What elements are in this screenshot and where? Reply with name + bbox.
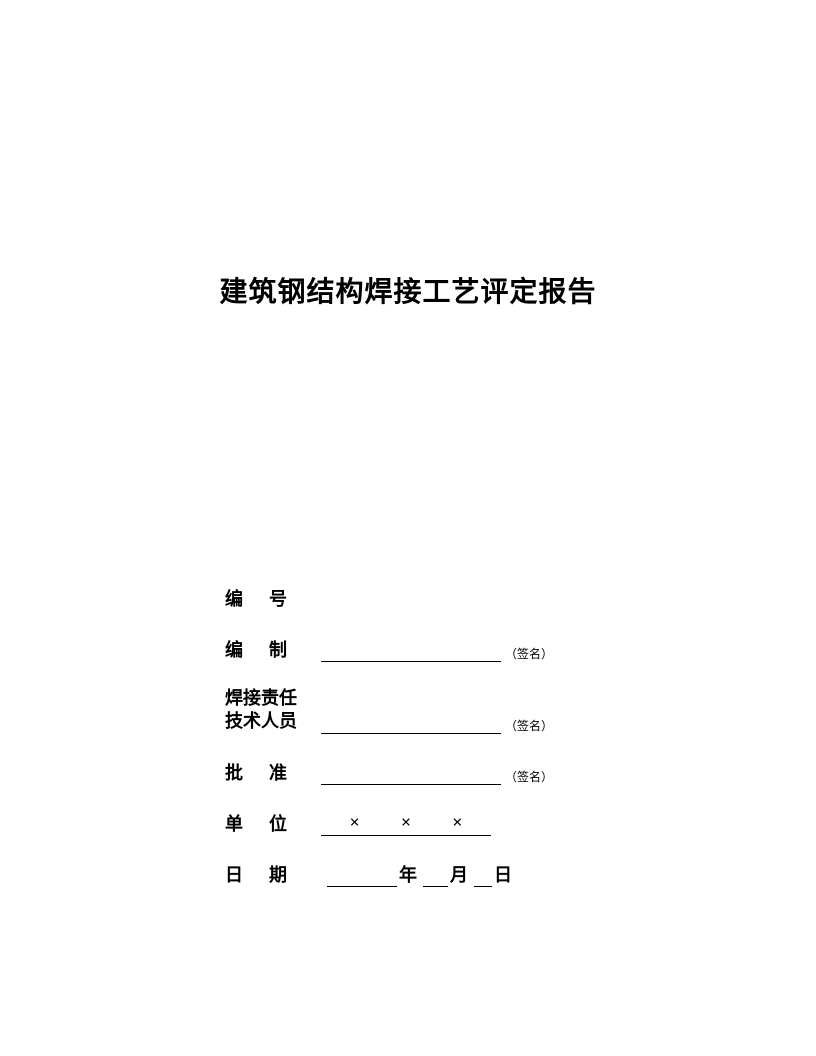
unit-label: 单位 [225, 810, 313, 836]
welding-responsible-label: 焊接责任 技术人员 [225, 687, 313, 734]
welding-signature-note: （签名） [505, 717, 553, 734]
approval-label: 批准 [225, 759, 313, 785]
date-day-unit: 日 [494, 861, 512, 887]
x-mark-2: × [401, 812, 411, 833]
date-day-field [474, 865, 492, 887]
welding-field [321, 712, 501, 734]
date-month-unit: 月 [450, 861, 468, 887]
welding-responsible-row: 焊接责任 技术人员 （签名） [225, 687, 716, 734]
author-field [321, 640, 501, 662]
form-section: 编号 编制 （签名） 焊接责任 技术人员 （签名） 批准 （签名） 单位 × × [225, 585, 716, 887]
approval-field [321, 763, 501, 785]
approval-signature-note: （签名） [505, 768, 553, 785]
number-label: 编号 [225, 585, 313, 611]
x-mark-1: × [350, 812, 360, 833]
x-mark-3: × [452, 812, 462, 833]
welding-line1: 焊接责任 [225, 688, 297, 708]
document-page: 建筑钢结构焊接工艺评定报告 编号 编制 （签名） 焊接责任 技术人员 （签名） … [0, 0, 816, 1056]
approval-row: 批准 （签名） [225, 759, 716, 785]
author-signature-note: （签名） [505, 645, 553, 662]
welding-line2: 技术人员 [225, 711, 297, 731]
unit-row: 单位 × × × [225, 810, 716, 836]
date-year-field [327, 865, 397, 887]
date-year-unit: 年 [399, 861, 417, 887]
page-title: 建筑钢结构焊接工艺评定报告 [100, 270, 716, 310]
number-row: 编号 [225, 585, 716, 611]
date-row: 日期 年 月 日 [225, 861, 716, 887]
date-label: 日期 [225, 861, 313, 887]
author-row: 编制 （签名） [225, 636, 716, 662]
unit-field: × × × [321, 812, 491, 836]
author-label: 编制 [225, 636, 313, 662]
date-month-field [423, 865, 448, 887]
